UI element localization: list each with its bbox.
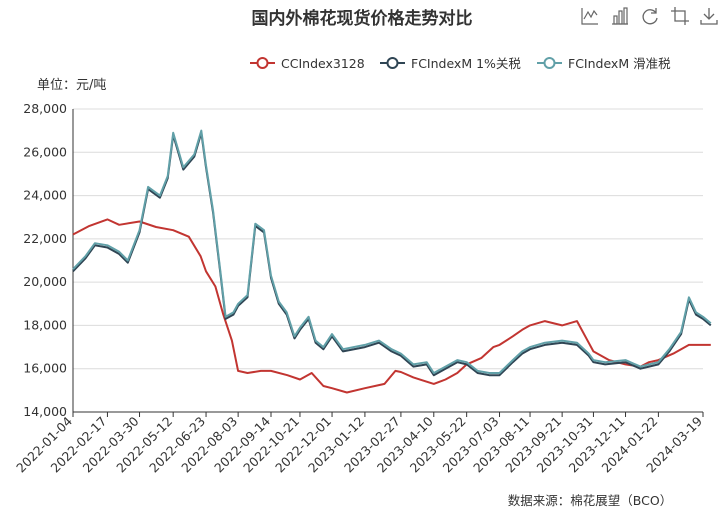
grid-lines (73, 108, 703, 413)
x-axis: 2022-01-042022-02-172022-03-302022-05-12… (13, 411, 705, 475)
legend-label: CCIndex3128 (281, 56, 365, 71)
legend-swatch-marker (256, 57, 269, 69)
y-tick-label: 28,000 (23, 101, 67, 116)
legend-label: FCIndexM 1%关税 (411, 56, 521, 71)
legend: CCIndex3128 FCIndexM 1%关税 FCIndexM 滑准税 (250, 56, 671, 71)
y-tick-label: 24,000 (23, 188, 67, 203)
toolbox (581, 7, 718, 25)
crop-icon[interactable] (671, 7, 689, 25)
legend-item-1[interactable]: CCIndex3128 (250, 56, 365, 71)
download-icon[interactable] (700, 7, 718, 25)
bar-chart-icon[interactable] (611, 7, 629, 25)
chart-title: 国内外棉花现货价格走势对比 (252, 8, 473, 29)
legend-item-3[interactable]: FCIndexM 滑准税 (537, 56, 671, 71)
source-note: 数据来源：棉花展望（BCO） (508, 493, 672, 508)
legend-item-2[interactable]: FCIndexM 1%关税 (380, 56, 521, 71)
y-tick-label: 22,000 (23, 231, 67, 246)
legend-label: FCIndexM 滑准税 (568, 56, 671, 71)
plot-area (72, 129, 712, 394)
series-line-3 (72, 129, 712, 374)
y-tick-label: 26,000 (23, 144, 67, 159)
legend-swatch-marker (386, 57, 399, 69)
unit-label: 单位：元/吨 (37, 78, 106, 93)
series-line-1 (72, 218, 711, 394)
y-tick-label: 20,000 (23, 274, 67, 289)
y-tick-label: 18,000 (23, 317, 67, 332)
line-chart-icon[interactable] (581, 7, 599, 25)
legend-swatch-marker (543, 57, 556, 69)
y-tick-label: 16,000 (23, 361, 67, 376)
y-axis: 14,000 16,000 18,000 20,000 22,000 24,000 26,0… (23, 101, 74, 419)
y-tick-label: 14,000 (23, 404, 67, 419)
restore-icon[interactable] (641, 7, 659, 25)
